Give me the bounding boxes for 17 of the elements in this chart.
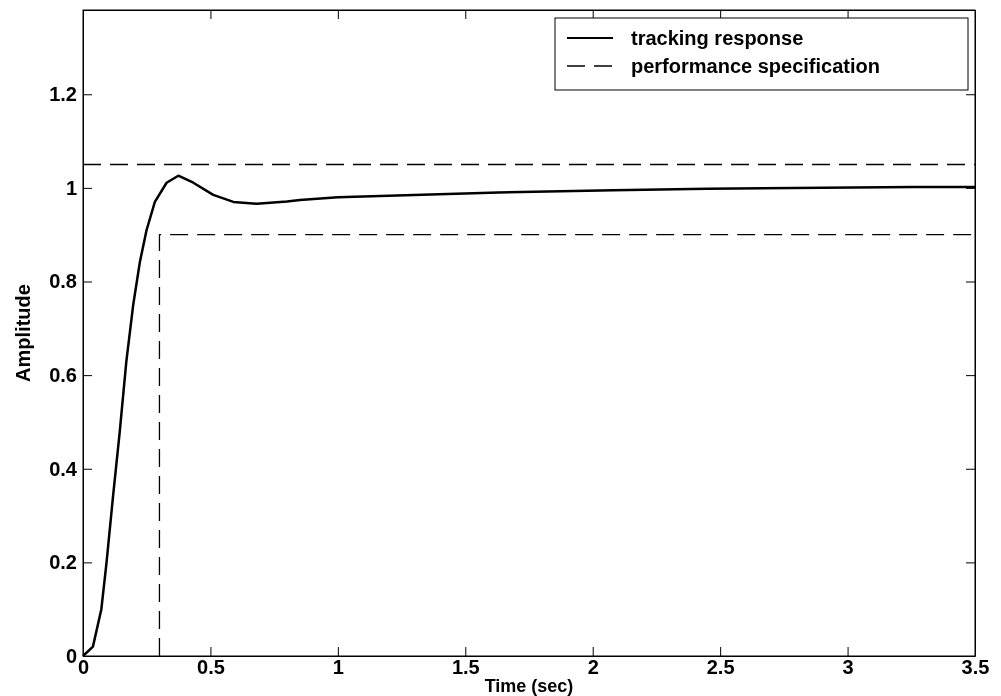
- x-tick-label: 3: [842, 656, 854, 678]
- y-tick-label: 0.4: [49, 457, 78, 480]
- x-tick-label: 2: [587, 656, 599, 678]
- x-tick-label: 1: [332, 656, 344, 678]
- y-tick-label: 0.6: [49, 364, 77, 387]
- y-axis-title: Amplitude: [12, 284, 34, 382]
- x-tick-label: 2.5: [706, 656, 735, 678]
- x-axis-title: Time (sec): [484, 676, 574, 696]
- legend-label: tracking response: [631, 27, 804, 49]
- x-tick-label: 0.5: [197, 656, 225, 678]
- y-tick-label: 1: [65, 176, 77, 199]
- x-tick-label: 3.5: [961, 656, 990, 678]
- y-tick-label: 0.2: [49, 551, 77, 574]
- y-tick-label: 0.8: [49, 270, 77, 293]
- x-tick-label: 1.5: [451, 656, 480, 678]
- legend-label: performance specification: [631, 55, 880, 77]
- y-tick-label: 1.2: [49, 83, 77, 106]
